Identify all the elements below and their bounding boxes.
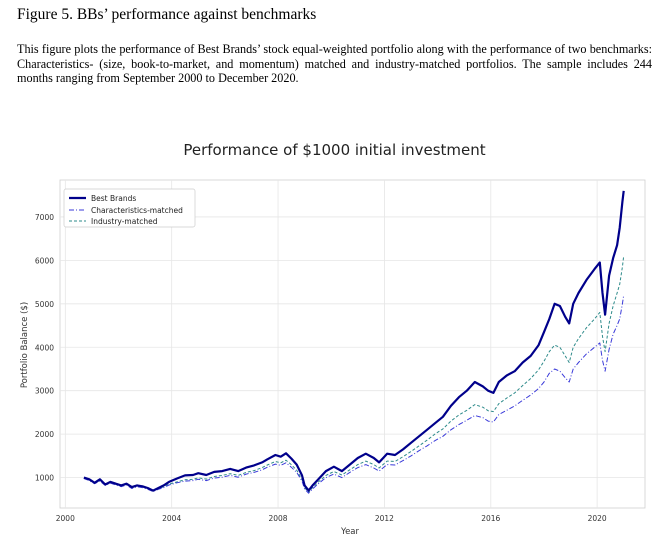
y-tick-label: 5000	[35, 300, 54, 309]
y-tick-label: 7000	[35, 213, 54, 222]
x-tick-label: 2004	[162, 514, 181, 523]
legend-label-characteristics-matched: Characteristics-matched	[91, 206, 183, 215]
gridlines	[60, 180, 645, 508]
x-tick-label: 2016	[481, 514, 500, 523]
x-tick-label: 2020	[588, 514, 607, 523]
legend-label-industry-matched: Industry-matched	[91, 217, 158, 226]
series-line-best-brands	[83, 190, 625, 492]
x-tick-label: 2008	[268, 514, 287, 523]
chart-title: Performance of $1000 initial investment	[183, 141, 486, 159]
plot-area	[59, 179, 646, 509]
x-tick-labels: 2000 2004 2008 2012 2016 2020	[56, 514, 607, 523]
y-tick-label: 1000	[35, 474, 54, 483]
series-line-characteristics-matched	[83, 295, 625, 494]
legend-box	[63, 188, 196, 228]
x-axis-label: Year	[340, 527, 360, 537]
x-tick-label: 2012	[375, 514, 394, 523]
y-tick-labels: 1000 2000 3000 4000 5000 6000 7000	[35, 213, 54, 483]
legend-label-best-brands: Best Brands	[91, 194, 136, 203]
y-tick-label: 4000	[35, 343, 54, 352]
x-tick-label: 2000	[56, 514, 75, 523]
series-lines	[83, 190, 625, 494]
y-tick-label: 6000	[35, 256, 54, 265]
y-tick-label: 2000	[35, 430, 54, 439]
y-tick-label: 3000	[35, 387, 54, 396]
figure-caption: This figure plots the performance of Bes…	[17, 42, 652, 85]
y-axis-label: Portfolio Balance ($)	[20, 302, 30, 388]
figure-heading: Figure 5. BBs’ performance against bench…	[17, 6, 317, 23]
legend: Best Brands Characteristics-matched Indu…	[63, 188, 196, 228]
